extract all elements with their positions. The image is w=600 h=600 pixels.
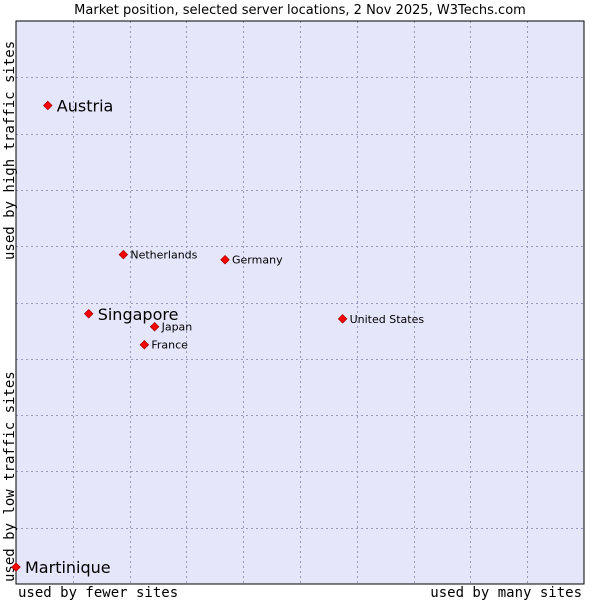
point-germany — [220, 254, 230, 265]
grid-lines — [16, 21, 584, 584]
point-group-martinique: Martinique — [11, 558, 111, 577]
x-axis-label-right: used by many sites — [430, 585, 582, 600]
point-label-germany: Germany — [232, 254, 283, 267]
point-label-japan: Japan — [161, 321, 193, 334]
point-united-states — [337, 314, 348, 324]
point-group-japan: Japan — [149, 321, 193, 334]
y-axis-label-top: used by high traffic sites — [2, 41, 18, 260]
point-label-france: France — [151, 339, 188, 352]
point-france — [139, 339, 150, 350]
point-group-netherlands: Netherlands — [118, 249, 198, 262]
y-axis-label-bottom: used by low traffic sites — [2, 371, 18, 582]
point-group-austria: Austria — [43, 96, 114, 115]
chart-title: Market position, selected server locatio… — [74, 3, 526, 18]
x-axis-label-left: used by fewer sites — [18, 585, 178, 600]
point-label-austria: Austria — [57, 96, 114, 115]
point-group-france: France — [139, 339, 188, 352]
point-martinique — [11, 562, 21, 572]
point-group-germany: Germany — [220, 254, 283, 267]
point-label-martinique: Martinique — [25, 558, 111, 577]
point-label-singapore: Singapore — [98, 305, 179, 324]
point-japan — [149, 321, 160, 332]
plot-border — [15, 20, 585, 585]
point-austria — [43, 100, 53, 111]
point-label-united-states: United States — [350, 313, 425, 326]
point-singapore — [83, 308, 94, 319]
point-netherlands — [118, 249, 129, 260]
point-label-netherlands: Netherlands — [130, 249, 197, 262]
point-group-united-states: United States — [337, 313, 425, 326]
point-group-singapore: Singapore — [83, 305, 179, 324]
